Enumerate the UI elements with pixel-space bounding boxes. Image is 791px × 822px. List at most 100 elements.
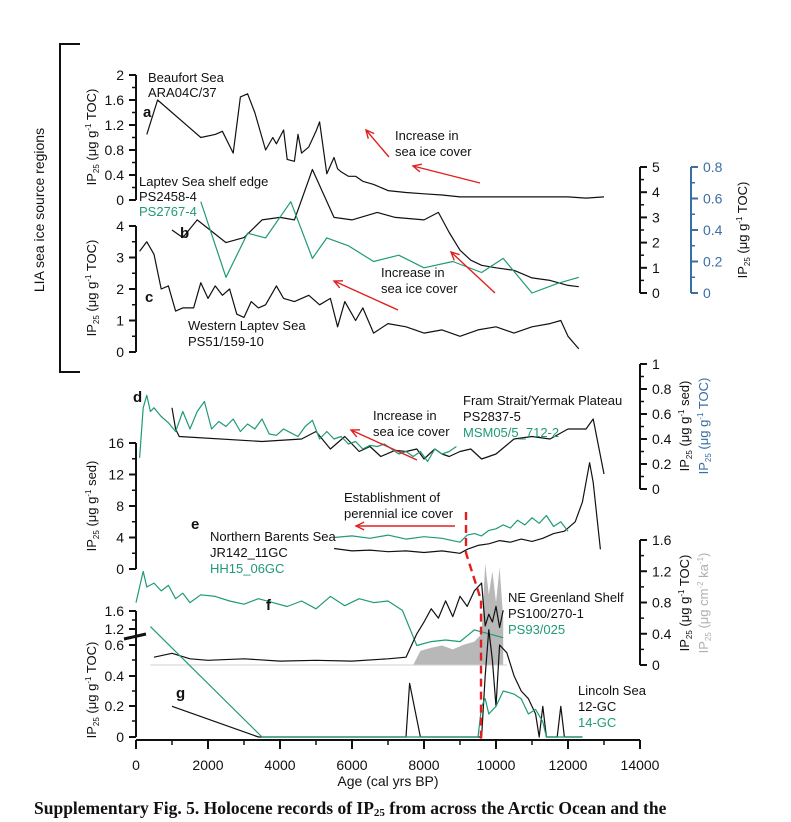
- axis-a-tick-label: 2: [116, 67, 124, 83]
- axis-d-title-blue: IP25 (μg g-1 TOC): [696, 378, 713, 475]
- axis-b-blue-tick-label: 0: [703, 285, 711, 301]
- arrow-b-head: [449, 250, 460, 261]
- axis-f-tick-label: 0.4: [652, 626, 672, 642]
- series-f-ps93-025: [135, 570, 504, 647]
- axis-c-title: IP25 (μg g-1 TOC): [84, 240, 101, 337]
- core-e-1: HH15_06GC: [210, 561, 284, 576]
- perennial-boundary-line: [464, 512, 483, 740]
- annotation-e-line2: perennial ice cover: [344, 506, 454, 521]
- x-axis-tick-label: 2000: [192, 757, 223, 773]
- arrow-a-1: [365, 129, 390, 158]
- x-axis-tick-label: 10000: [477, 757, 516, 773]
- axis-d-tick-label: 1: [652, 356, 660, 372]
- caption-prefix: Supplementary Fig. 5. Holocene records o…: [34, 798, 374, 818]
- annotation-a-line2: sea ice cover: [395, 144, 472, 159]
- axis-a-tick-label: 0.8: [105, 142, 125, 158]
- annotation-e-line1: Establishment of: [344, 490, 440, 505]
- axis-b-tick-label: 2: [652, 235, 660, 251]
- axis-f-tick-label: 1.2: [652, 563, 672, 579]
- axis-g-tick-label: 0.6: [105, 637, 125, 653]
- core-f-1: PS93/025: [508, 622, 565, 637]
- x-axis-tick-label: 0: [132, 757, 140, 773]
- annotation-b-line1: Increase in: [381, 265, 445, 280]
- annotation-b-line2: sea ice cover: [381, 281, 458, 296]
- x-axis-tick-label: 6000: [336, 757, 367, 773]
- axis-b-tick-label: 3: [652, 209, 660, 225]
- core-d-0: PS2837-5: [463, 409, 521, 424]
- axis-g-tick-label: 1.2: [105, 621, 125, 637]
- x-axis-title: Age (cal yrs BP): [337, 773, 438, 789]
- arrow-a-2-head: [411, 163, 422, 173]
- axis-c-tick-label: 2: [116, 281, 124, 297]
- x-axis-tick-label: 4000: [264, 757, 295, 773]
- panel-letter-e: e: [191, 516, 199, 533]
- axis-g-tick-label: 0: [116, 729, 124, 745]
- x-axis-tick-label: 12000: [549, 757, 588, 773]
- axis-a-tick-label: 0: [116, 192, 124, 208]
- arrow-e-head: [354, 521, 365, 531]
- axis-c-tick-label: 3: [116, 250, 124, 266]
- site-b: Laptev Sea shelf edge: [139, 174, 268, 189]
- axis-b-tick-label: 4: [652, 184, 660, 200]
- axis-g-tick-label: 0.2: [105, 698, 125, 714]
- x-axis-tick-label: 8000: [408, 757, 439, 773]
- chart-marks: [59, 43, 698, 749]
- figure-caption: Supplementary Fig. 5. Holocene records o…: [34, 798, 666, 819]
- axis-a-tick-label: 1.2: [105, 117, 125, 133]
- arrow-a-1-head: [364, 128, 375, 139]
- axis-e-tick-label: 0: [116, 561, 124, 577]
- series-a-ara04c-37: [146, 93, 605, 199]
- site-d: Fram Strait/Yermak Plateau: [463, 393, 622, 408]
- site-c: Western Laptev Sea: [188, 318, 306, 333]
- series-b-ps2458-4: [171, 168, 579, 288]
- site-a: Beaufort Sea: [148, 70, 225, 85]
- bracket: [59, 43, 80, 373]
- panel-letter-f: f: [266, 597, 272, 614]
- x-axis-tick-label: 14000: [621, 757, 660, 773]
- chart-texts: LIA sea ice source regions 0 0.4 0.8 1.2 1.6 2…: [31, 67, 752, 789]
- axis-b-tick-label: 5: [652, 159, 660, 175]
- arrow-d: [350, 429, 418, 461]
- axis-d-tick-label: 0: [652, 481, 660, 497]
- core-f-0: PS100/270-1: [508, 606, 584, 621]
- arrow-a-2: [412, 165, 481, 184]
- core-g-0: 12-GC: [578, 699, 616, 714]
- annotation-d-line1: Increase in: [373, 408, 437, 423]
- site-e: Northern Barents Sea: [210, 529, 337, 544]
- axis-f-tick-label: 0: [652, 657, 660, 673]
- series-d-ps2837-5: [171, 407, 605, 475]
- site-g: Lincoln Sea: [578, 683, 647, 698]
- core-e-0: JR142_11GC: [210, 545, 288, 560]
- annotation-a-line1: Increase in: [395, 128, 459, 143]
- axis-e-tick-label: 8: [116, 498, 124, 514]
- series-g-14-gc: [149, 626, 583, 738]
- series-e-jr142-11gc: [333, 462, 601, 554]
- series-g-12-gc: [171, 629, 583, 738]
- axis-b-tick-label: 1: [652, 260, 660, 276]
- panel-letter-c: c: [145, 289, 153, 306]
- arrow-c: [333, 280, 399, 311]
- panel-letter-d: d: [133, 389, 142, 406]
- panel-letter-a: a: [143, 104, 152, 121]
- panel-letter-g: g: [176, 685, 185, 702]
- core-b-0: PS2458-4: [139, 189, 197, 204]
- series-b-ps2767-4: [200, 201, 579, 294]
- axis-c-tick-label: 0: [116, 344, 124, 360]
- panel-letter-b: b: [180, 225, 189, 242]
- axis-a-title: IP25 (μg g-1 TOC): [84, 89, 101, 186]
- axis-g-title: IP25 (μg g-1 TOC): [84, 642, 101, 739]
- core-c-0: PS51/159-10: [188, 334, 264, 349]
- axis-e-title: IP25 (μg g-1 sed): [84, 461, 101, 552]
- axis-c-tick-label: 4: [116, 218, 124, 234]
- axis-f-title-flux: IP25 (μg cm-2 ka-1): [696, 553, 713, 654]
- axis-b-blue-tick-label: 0.2: [703, 254, 723, 270]
- axis-d-title: IP25 (μg g-1 sed): [677, 381, 694, 472]
- axis-b-tick-label: 0: [652, 285, 660, 301]
- axis-d-tick-label: 0.4: [652, 431, 672, 447]
- axis-b-blue-tick-label: 0.6: [703, 191, 723, 207]
- annotation-d-line2: sea ice cover: [373, 424, 450, 439]
- series-f-ps93-025-flux: [413, 563, 504, 665]
- arrow-d-head: [349, 429, 361, 438]
- caption-subscript: 25: [373, 807, 385, 819]
